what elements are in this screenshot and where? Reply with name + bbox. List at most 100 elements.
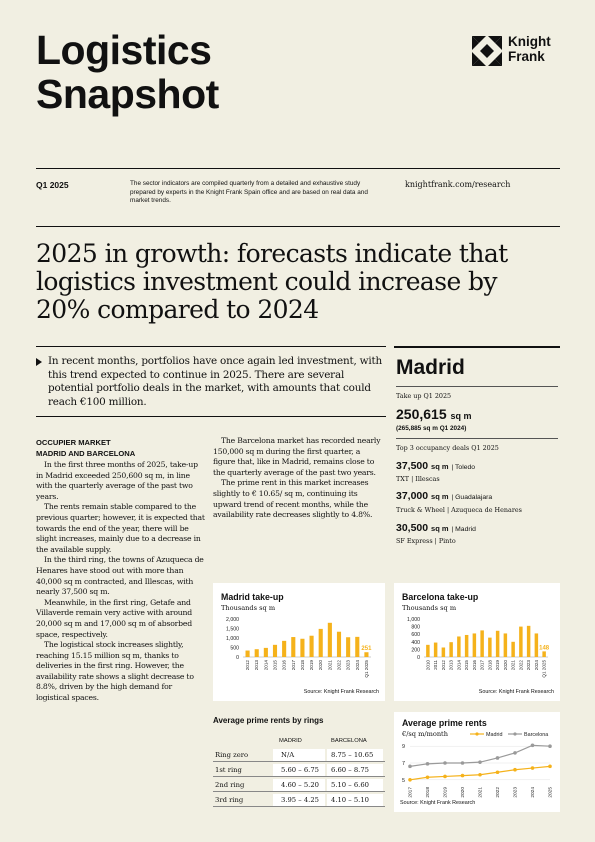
logo-line-2: Frank	[508, 49, 545, 64]
y-tick-label: 800	[411, 625, 420, 631]
deal-2-value: 37,000 sq m | Guadalajara	[396, 490, 493, 502]
bar	[426, 644, 430, 657]
table-cell-bg	[273, 749, 325, 761]
chart-unit: Thousands sq m	[402, 604, 457, 612]
y-tick-label: 1,000	[226, 636, 239, 642]
quarter-label: Q1 2025	[36, 180, 69, 190]
x-tick-label: 2022	[495, 787, 501, 798]
paragraph: In the third ring, the towns of Azuqueca…	[36, 555, 204, 597]
headline-line-1: 2025 in growth: forecasts indicate that	[36, 239, 508, 268]
data-point	[530, 743, 535, 748]
knight-frank-logo: Knight Frank	[470, 34, 570, 68]
y-tick-label: 500	[230, 646, 239, 652]
legend-barcelona-label: Barcelona	[524, 732, 548, 738]
data-point	[530, 766, 535, 770]
title-line-1: Logistics	[36, 27, 212, 73]
bar	[336, 631, 342, 657]
bar	[282, 640, 287, 657]
x-tick-label: 2017	[291, 660, 296, 671]
lead-paragraph: In recent months, portfolios have once a…	[36, 355, 386, 409]
table-cell-barcelona: 6.60 – 8.75	[331, 766, 369, 774]
data-point	[425, 775, 430, 780]
data-point	[548, 764, 552, 769]
bar	[254, 649, 259, 657]
legend-madrid-marker	[475, 732, 479, 736]
data-point	[408, 764, 412, 769]
chart-unit: Thousands sq m	[221, 604, 276, 612]
table-cell-bg	[327, 794, 383, 806]
data-point	[408, 778, 412, 782]
data-point	[443, 761, 447, 765]
legend-madrid-label: Madrid	[486, 732, 502, 738]
x-tick-label: 2010	[425, 660, 430, 671]
takeup-value: 250,615 sq m	[396, 406, 472, 422]
lead-bottom-divider	[36, 416, 386, 417]
y-tick-label: 0	[417, 655, 420, 661]
page-title: Logistics Snapshot	[36, 28, 219, 116]
body-column-1: In the first three months of 2025, take-…	[36, 460, 206, 704]
paragraph: The logistical stock increases slightly,…	[36, 640, 194, 703]
madrid-panel: Madrid Take up Q1 2025 250,615 sq m (265…	[394, 346, 560, 576]
data-point	[478, 772, 482, 777]
bar	[464, 634, 469, 657]
website-link[interactable]: knightfrank.com/research	[405, 180, 511, 189]
x-tick-label: 2017	[480, 660, 485, 671]
bar	[245, 650, 250, 657]
divider	[396, 438, 558, 439]
chart-title: Madrid take-up	[221, 592, 284, 602]
x-tick-label: 2021	[478, 787, 484, 798]
y-tick-label: 9	[402, 744, 405, 750]
title-line-2: Snapshot	[36, 71, 219, 117]
x-tick-label: 2022	[337, 660, 342, 671]
column-header-madrid: MADRID	[279, 738, 302, 744]
data-point	[460, 773, 465, 778]
y-tick-label: 5	[402, 778, 405, 784]
x-tick-label: 2016	[282, 660, 287, 671]
bar	[300, 638, 305, 657]
x-tick-label: 2024	[355, 660, 360, 671]
headline-line-3: 20% compared to 2024	[36, 295, 319, 324]
bar	[534, 633, 539, 657]
paragraph: The prime rent in this market increases …	[213, 478, 373, 520]
bar	[488, 637, 492, 657]
y-tick-label: 400	[411, 640, 420, 646]
y-tick-label: 0	[236, 655, 239, 661]
x-tick-label: 2020	[503, 660, 508, 671]
data-point	[495, 770, 500, 775]
table-cell-barcelona: 5.10 – 6.60	[331, 781, 369, 789]
x-tick-label: 2024	[530, 787, 536, 798]
bar	[433, 642, 438, 657]
table-cell-madrid: 4.60 – 5.20	[281, 781, 319, 789]
paragraph: In the first three months of 2025, take-…	[36, 460, 198, 501]
x-tick-label: 2012	[441, 660, 446, 671]
average-prime-rents-chart: Average prime rents €/sq m/month Madrid B…	[394, 712, 560, 812]
table-cell-bg	[273, 794, 325, 806]
y-tick-label: 600	[411, 632, 420, 638]
data-point	[513, 751, 517, 755]
x-tick-label: 2013	[254, 660, 259, 671]
chart-source: Source: Knight Frank Research	[478, 689, 554, 695]
triangle-bullet-icon	[36, 358, 42, 366]
x-tick-label: Q1 2025	[542, 660, 547, 678]
paragraph: The Barcelona market has recorded nearly…	[213, 436, 381, 477]
x-tick-label: 2014	[263, 660, 268, 671]
intro-text: The sector indicators are compiled quart…	[130, 180, 368, 205]
x-tick-label: 2025	[548, 787, 554, 798]
deals-label: Top 3 occupancy deals Q1 2025	[396, 444, 499, 452]
bar	[457, 636, 461, 657]
table-cell-madrid: 3.95 – 4.25	[281, 796, 319, 804]
table-row: 1st ring 5.60 – 6.75 6.60 – 8.75	[213, 763, 385, 777]
table-cell-bg	[327, 779, 383, 791]
bar	[441, 647, 446, 657]
bar	[449, 642, 453, 657]
x-tick-label: 2020	[318, 660, 323, 671]
table-cell-bg	[327, 764, 383, 776]
deal-2-tenant: Truck & Wheel | Azuqueca de Henares	[396, 506, 522, 514]
table-row: 3rd ring 3.95 – 4.25 4.10 – 5.10	[213, 793, 385, 807]
bar	[263, 647, 268, 657]
table-title: Average prime rents by rings	[213, 716, 324, 725]
y-tick-label: 1,000	[407, 617, 420, 623]
chart-source: Source: Knight Frank Research	[303, 689, 379, 695]
x-tick-label: 2015	[464, 660, 469, 671]
x-tick-label: 2024	[534, 660, 539, 671]
